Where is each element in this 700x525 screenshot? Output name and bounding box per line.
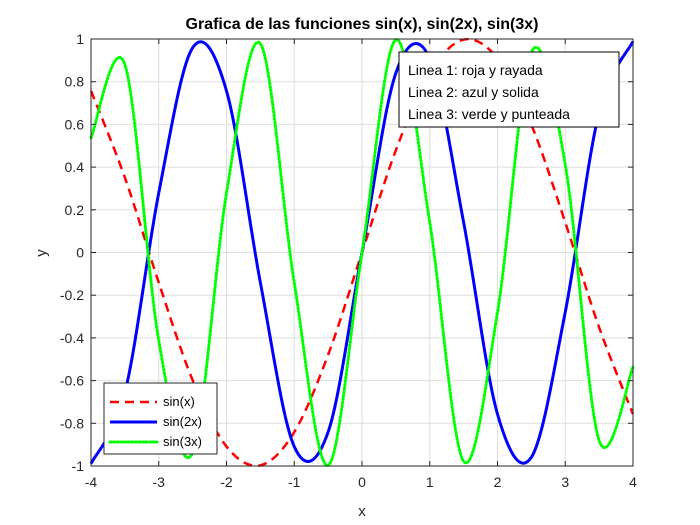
x-tick-label: -2 (220, 474, 233, 490)
x-tick-label: -4 (85, 474, 98, 490)
y-tick-label: 0.6 (65, 116, 85, 132)
annotation-line-1: Linea 1: roja y rayada (408, 62, 543, 78)
y-tick-label: -0.4 (60, 330, 84, 346)
x-tick-label: 3 (561, 474, 569, 490)
y-tick-label: 0.4 (65, 159, 85, 175)
x-axis-label: x (358, 503, 366, 520)
x-tick-label: -3 (153, 474, 166, 490)
annotation-line-3: Linea 3: verde y punteada (408, 106, 570, 122)
annotation-box: Linea 1: roja y rayada Linea 2: azul y s… (398, 51, 620, 128)
x-tick-label: 2 (494, 474, 502, 490)
x-tick-label: 1 (426, 474, 434, 490)
x-tick-label: 0 (358, 474, 366, 490)
series-line-sin-3x (89, 38, 635, 467)
legend-label-sin-3x: sin(3x) (163, 434, 202, 449)
series-layer (89, 37, 635, 468)
legend-label-sin-2x: sin(2x) (163, 414, 202, 429)
annotation-frame (398, 51, 620, 128)
x-tick-label: -1 (288, 474, 301, 490)
y-tick-label: -0.6 (60, 373, 84, 389)
y-tick-labels: -1 -0.8 -0.6 -0.4 -0.2 0 0.2 0.4 0.6 0.8 1 (60, 31, 84, 474)
annotation-line-2: Linea 2: azul y solida (408, 84, 539, 100)
y-tick-label: 0 (76, 245, 84, 261)
y-tick-label: 1 (76, 31, 84, 47)
x-tick-label: 4 (629, 474, 637, 490)
chart-title: Grafica de las funciones sin(x), sin(2x)… (186, 16, 539, 33)
y-axis-label: y (33, 249, 50, 257)
y-tick-label: -1 (72, 458, 85, 474)
y-tick-label: -0.8 (60, 415, 84, 431)
y-tick-label: 0.2 (65, 202, 85, 218)
x-tick-labels: -4 -3 -2 -1 0 1 2 3 4 (85, 474, 637, 490)
legend: sin(x) sin(2x) sin(3x) (103, 382, 218, 455)
tick-marks (90, 38, 634, 467)
legend-label-sin-x: sin(x) (163, 394, 195, 409)
y-tick-label: 0.8 (65, 74, 85, 90)
y-tick-label: -0.2 (60, 287, 84, 303)
